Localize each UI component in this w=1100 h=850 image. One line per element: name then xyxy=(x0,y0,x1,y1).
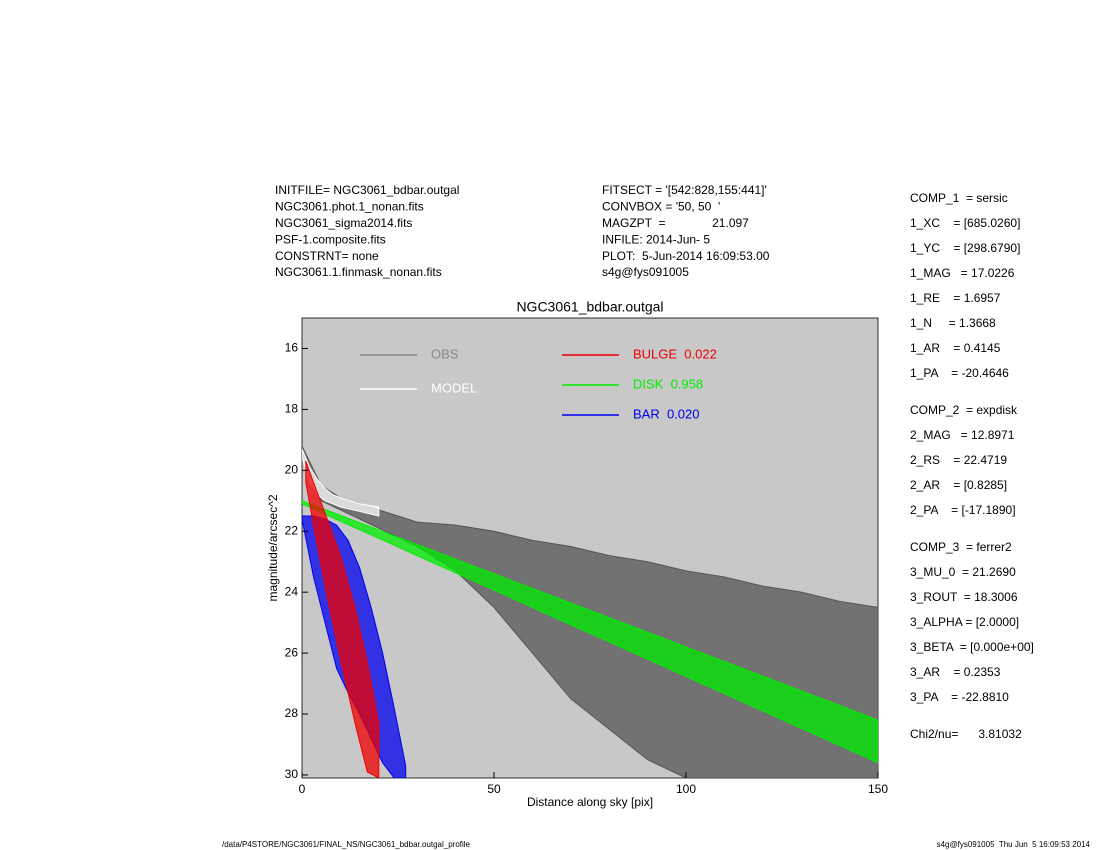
header-line: CONSTRNT= none xyxy=(275,249,379,263)
legend-label: DISK 0.958 xyxy=(633,376,703,391)
param-line: COMP_1 = sersic xyxy=(910,191,1008,205)
legend-label: OBS xyxy=(431,346,459,361)
plot-marks xyxy=(302,445,878,778)
param-line: 2_AR = [0.8285] xyxy=(910,478,1007,492)
param-line: 1_RE = 1.6957 xyxy=(910,291,1001,305)
y-tick-label: 20 xyxy=(285,462,299,476)
param-line: 2_PA = [-17.1890] xyxy=(910,503,1016,517)
x-tick-label: 150 xyxy=(868,782,888,796)
param-line: 1_PA = -20.4646 xyxy=(910,366,1009,380)
y-tick-label: 28 xyxy=(285,706,299,720)
param-line: 1_MAG = 17.0226 xyxy=(910,266,1015,280)
legend-label: BULGE 0.022 xyxy=(633,346,717,361)
profile-band xyxy=(302,500,878,764)
profile-band xyxy=(305,461,380,778)
footer-path: /data/P4STORE/NGC3061/FINAL_NS/NGC3061_b… xyxy=(222,840,471,849)
header-line: FITSECT = '[542:828,155:441]' xyxy=(602,183,767,197)
param-line: 1_YC = [298.6790] xyxy=(910,241,1020,255)
y-tick-label: 30 xyxy=(285,767,299,781)
param-line: 2_MAG = 12.8971 xyxy=(910,428,1015,442)
header-line: NGC3061_sigma2014.fits xyxy=(275,216,412,230)
param-line: COMP_2 = expdisk xyxy=(910,403,1018,417)
param-line: 1_AR = 0.4145 xyxy=(910,341,1001,355)
param-line: 1_N = 1.3668 xyxy=(910,316,996,330)
x-tick-label: 100 xyxy=(676,782,696,796)
param-line: 3_BETA = [0.000e+00] xyxy=(910,640,1034,654)
x-axis-label: Distance along sky [pix] xyxy=(527,795,653,809)
param-line: 3_PA = -22.8810 xyxy=(910,690,1009,704)
header-line: CONVBOX = '50, 50 ' xyxy=(602,200,720,214)
header-line: PSF-1.composite.fits xyxy=(275,232,386,246)
footer-stamp: s4g@fys091005 Thu Jun 5 16:09:53 2014 xyxy=(937,840,1091,849)
y-tick-label: 18 xyxy=(285,402,299,416)
header-line: NGC3061.phot.1_nonan.fits xyxy=(275,200,424,214)
header-line: INFILE: 2014-Jun- 5 xyxy=(602,232,710,246)
chart-title: NGC3061_bdbar.outgal xyxy=(516,299,663,315)
y-tick-label: 16 xyxy=(285,341,299,355)
param-line: 1_XC = [685.0260] xyxy=(910,216,1020,230)
header-line: PLOT: 5-Jun-2014 16:09:53.00 xyxy=(602,249,770,263)
y-tick-label: 24 xyxy=(285,584,299,598)
header-line: NGC3061.1.finmask_nonan.fits xyxy=(275,265,442,279)
header-line: MAGZPT = 21.097 xyxy=(602,216,749,230)
x-tick-label: 0 xyxy=(299,782,306,796)
param-line: 3_ALPHA = [2.0000] xyxy=(910,615,1019,629)
y-tick-label: 26 xyxy=(285,645,299,659)
param-line: 2_RS = 22.4719 xyxy=(910,453,1007,467)
x-tick-label: 50 xyxy=(487,782,501,796)
y-axis-label: magnitude/arcsec^2 xyxy=(266,494,280,601)
param-line: 3_AR = 0.2353 xyxy=(910,665,1001,679)
param-line: 3_MU_0 = 21.2690 xyxy=(910,565,1016,579)
param-line: Chi2/nu= 3.81032 xyxy=(910,727,1022,741)
legend-label: BAR 0.020 xyxy=(633,406,700,421)
param-line: 3_ROUT = 18.3006 xyxy=(910,590,1018,604)
y-tick-label: 22 xyxy=(285,523,299,537)
param-line: COMP_3 = ferrer2 xyxy=(910,540,1012,554)
legend-label: MODEL xyxy=(431,380,477,395)
header-line: s4g@fys091005 xyxy=(602,265,689,279)
header-line: INITFILE= NGC3061_bdbar.outgal xyxy=(275,183,459,197)
